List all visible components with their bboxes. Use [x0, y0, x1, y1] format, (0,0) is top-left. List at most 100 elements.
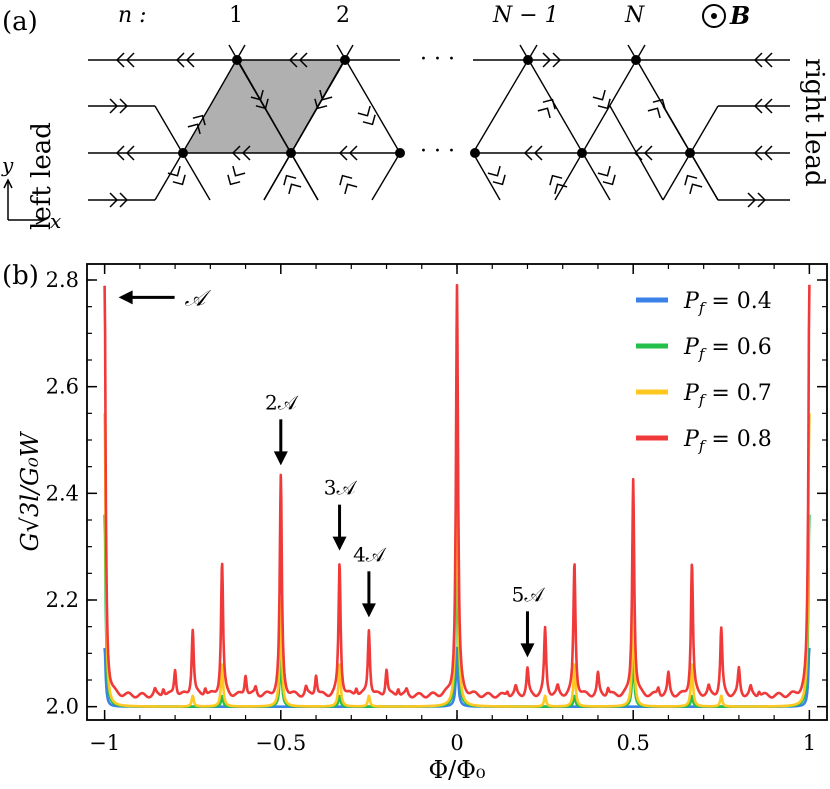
direction-chevron-icon — [172, 174, 186, 186]
direction-chevron-icon — [167, 165, 181, 177]
direction-chevron-icon — [554, 183, 568, 195]
column-label-n: N — [624, 3, 645, 28]
field-out-of-page-icon — [702, 4, 726, 28]
x-tick-label: 0 — [450, 731, 463, 755]
direction-chevron-icon — [652, 98, 666, 110]
direction-chevron-icon — [232, 165, 246, 177]
direction-chevron-icon — [592, 89, 606, 101]
arrowhead-icon — [118, 290, 133, 305]
lattice-node — [340, 55, 350, 65]
direction-chevron-icon — [241, 145, 251, 161]
direction-chevron-icon — [192, 114, 206, 126]
right-lead-label: right lead — [799, 58, 829, 187]
direction-chevron-icon — [119, 98, 129, 114]
direction-chevron-icon — [119, 192, 129, 208]
field-dot-icon — [711, 13, 717, 19]
lattice-nodes — [178, 55, 695, 158]
annotation-label: 4𝒜 — [353, 542, 387, 566]
direction-chevron-icon — [109, 192, 119, 208]
series-line — [103, 646, 811, 709]
x-tick-label: 1 — [803, 731, 816, 755]
direction-chevron-icon — [763, 145, 773, 161]
direction-chevron-icon — [339, 174, 353, 186]
y-tick-label: 2.4 — [46, 481, 79, 505]
y-arrowhead-icon — [3, 178, 13, 189]
direction-arrows — [109, 52, 773, 208]
panel-b-label: (b) — [2, 261, 39, 291]
lattice-node — [577, 148, 587, 158]
lattice-node — [685, 148, 695, 158]
lattice-node — [395, 148, 405, 158]
left-lead-label: left lead — [27, 122, 57, 230]
arrowhead-icon — [520, 643, 535, 658]
panel-b-conductance-chart: (b) −1 −0.5 0 0.5 1 2.0 2.2 2.4 2.6 2.8 𝒜 2𝒜 3𝒜 4𝒜 5𝒜… — [2, 261, 828, 784]
lattice-edge — [371, 152, 401, 201]
direction-chevron-icon — [298, 52, 308, 68]
lattice-edge — [209, 44, 246, 107]
direction-chevron-icon — [753, 145, 763, 161]
direction-chevron-icon — [549, 174, 563, 186]
x-tick-label: 0.5 — [616, 731, 649, 755]
direction-chevron-icon — [283, 174, 297, 186]
y-tick-label: 2.0 — [46, 695, 79, 719]
x-tick-label: −0.5 — [255, 731, 306, 755]
direction-chevron-icon — [763, 98, 773, 114]
direction-chevron-icon — [533, 145, 543, 161]
axis-ticks: −1 −0.5 0 0.5 1 2.0 2.2 2.4 2.6 2.8 — [46, 264, 827, 755]
x-arrowhead-icon — [35, 215, 46, 225]
direction-chevron-icon — [187, 123, 201, 135]
ellipsis-middle: · · · — [420, 139, 455, 164]
direction-chevron-icon — [314, 98, 328, 110]
lattice-node — [286, 148, 296, 158]
lattice-edge — [519, 44, 611, 201]
direction-chevron-icon — [487, 165, 501, 177]
direction-chevron-icon — [185, 52, 195, 68]
direction-chevron-icon — [763, 52, 773, 68]
direction-chevron-icon — [753, 52, 763, 68]
direction-chevron-icon — [288, 52, 298, 68]
direction-chevron-icon — [115, 145, 125, 161]
direction-chevron-icon — [231, 145, 241, 161]
series-curves — [103, 283, 811, 709]
series-line — [103, 283, 811, 699]
panel-a-lattice-diagram: (a) n : 1 2 N − 1 N B — [1, 1, 829, 233]
direction-chevron-icon — [362, 114, 376, 126]
y-axis-title: G√3l/G₀W — [16, 430, 44, 551]
direction-chevron-icon — [115, 52, 125, 68]
direction-chevron-icon — [288, 183, 302, 195]
direction-chevron-icon — [602, 174, 616, 186]
direction-chevron-icon — [175, 52, 185, 68]
direction-chevron-icon — [684, 174, 698, 186]
column-label-1: 1 — [229, 3, 243, 28]
direction-chevron-icon — [319, 89, 333, 101]
lattice-node — [631, 55, 641, 65]
direction-chevron-icon — [542, 98, 556, 110]
direction-chevron-icon — [597, 98, 611, 110]
panel-a-label: (a) — [2, 7, 38, 37]
direction-chevron-icon — [552, 52, 562, 68]
y-tick-label: 2.2 — [46, 588, 79, 612]
annotation-label: 𝒜 — [185, 286, 212, 311]
direction-chevron-icon — [597, 165, 611, 177]
legend-label: Pf = 0.8 — [683, 427, 772, 455]
annotation-label: 3𝒜 — [324, 476, 358, 500]
annotation-label: 2𝒜 — [265, 390, 299, 414]
direction-chevron-icon — [348, 145, 358, 161]
direction-chevron-icon — [537, 107, 551, 119]
direction-chevron-icon — [125, 145, 135, 161]
column-label-n-minus-1: N − 1 — [492, 3, 559, 28]
legend-label: Pf = 0.4 — [683, 289, 772, 317]
y-tick-label: 2.8 — [46, 268, 79, 292]
lattice-node — [232, 55, 242, 65]
direction-chevron-icon — [542, 52, 552, 68]
lattice-node — [178, 148, 188, 158]
direction-chevron-icon — [357, 105, 371, 117]
direction-chevron-icon — [523, 145, 533, 161]
x-axis-title: Φ/Φ₀ — [428, 756, 485, 784]
legend: Pf = 0.4 Pf = 0.6 Pf = 0.7 Pf = 0.8 — [636, 289, 772, 455]
lattice-edge — [472, 152, 501, 201]
direction-chevron-icon — [633, 145, 643, 161]
lattice-edge — [554, 44, 646, 201]
direction-chevron-icon — [689, 183, 703, 195]
